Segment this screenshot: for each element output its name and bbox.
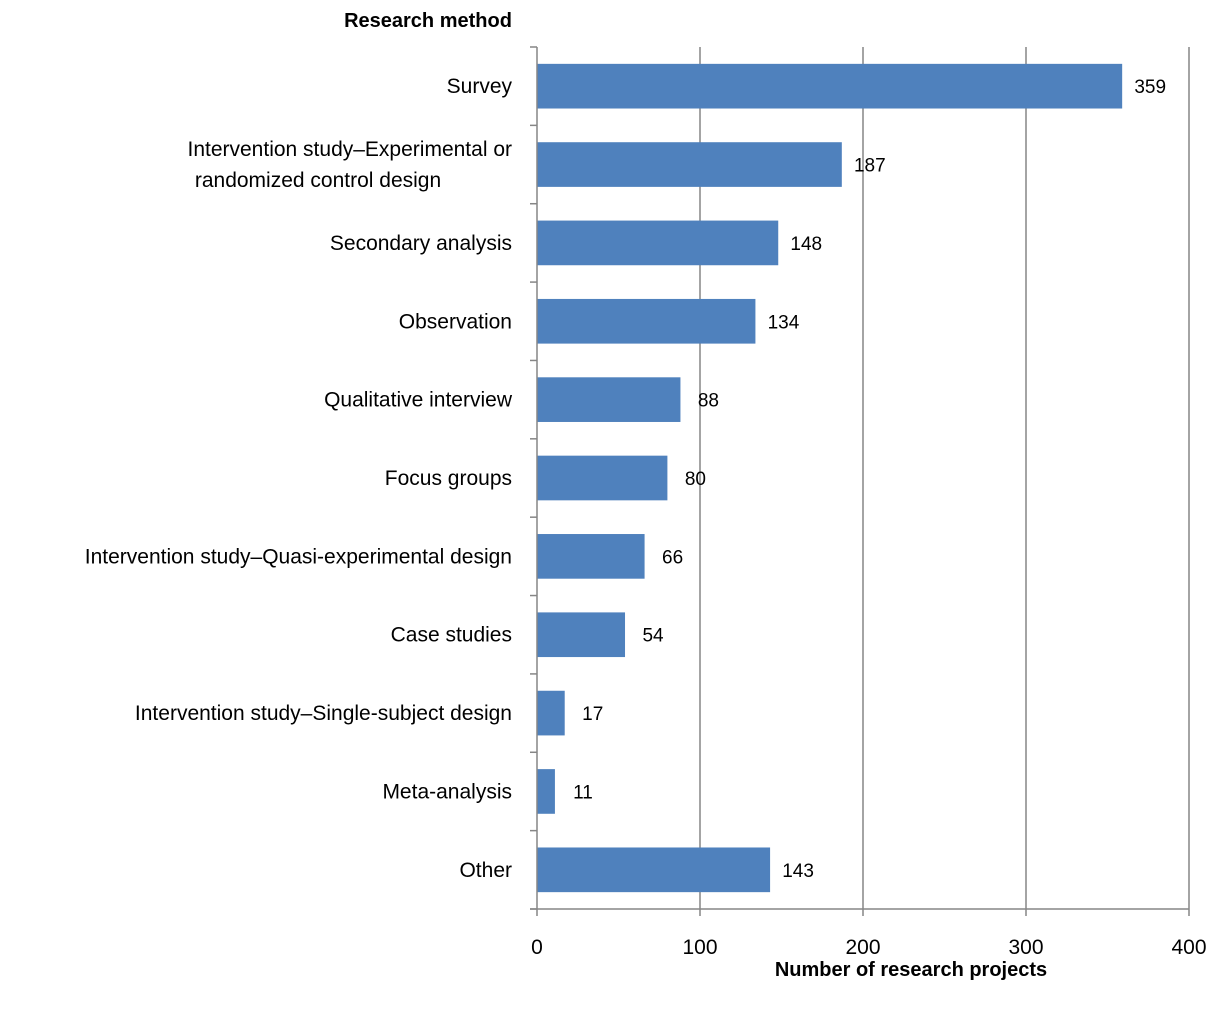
x-tick-label: 100: [682, 936, 717, 959]
bar: [537, 298, 756, 344]
category-label: Other: [459, 859, 512, 882]
data-label: 148: [790, 234, 822, 255]
category-label: Meta-analysis: [382, 780, 512, 803]
data-label: 80: [685, 469, 706, 490]
bar: [537, 455, 668, 501]
data-label: 17: [582, 704, 603, 725]
bar: [537, 847, 771, 893]
x-tick-label: 400: [1171, 936, 1206, 959]
data-label: 187: [854, 156, 886, 177]
bar: [537, 377, 681, 422]
axes: [530, 46, 1190, 916]
data-label: 54: [642, 626, 664, 647]
bar: [537, 63, 1123, 109]
bars: [537, 63, 1123, 893]
data-label: 143: [782, 861, 814, 882]
category-label: randomized control design: [195, 169, 441, 192]
data-label: 11: [573, 782, 593, 803]
category-label: Intervention study–Single-subject design: [135, 702, 512, 725]
category-label: Focus groups: [385, 467, 512, 490]
category-label: Observation: [399, 310, 512, 333]
category-label: Intervention study–Experimental or: [187, 138, 512, 161]
bar: [537, 142, 842, 187]
data-label: 66: [662, 547, 683, 568]
x-tick-label: 0: [531, 936, 543, 959]
bar: [537, 534, 645, 579]
category-label: Intervention study–Quasi-experimental de…: [85, 545, 512, 568]
data-label: 88: [698, 391, 719, 412]
bar: [537, 612, 626, 658]
x-tick-label: 300: [1008, 936, 1043, 959]
data-label: 134: [768, 312, 800, 333]
category-label: Survey: [447, 75, 513, 98]
bar: [537, 220, 779, 266]
x-tick-label: 200: [845, 936, 880, 959]
bar: [537, 769, 555, 814]
data-label: 359: [1134, 77, 1166, 98]
gridlines: [699, 47, 1190, 909]
x-axis-title: Number of research projects: [775, 959, 1047, 981]
category-label: Secondary analysis: [330, 232, 512, 255]
labels: 0 100 200 300 400 359 Survey 187 Intervention st…: [85, 75, 1207, 959]
bar: [537, 690, 565, 736]
category-label: Qualitative interview: [324, 389, 513, 412]
y-axis-title: Research method: [344, 10, 512, 32]
category-label: Case studies: [391, 624, 512, 647]
